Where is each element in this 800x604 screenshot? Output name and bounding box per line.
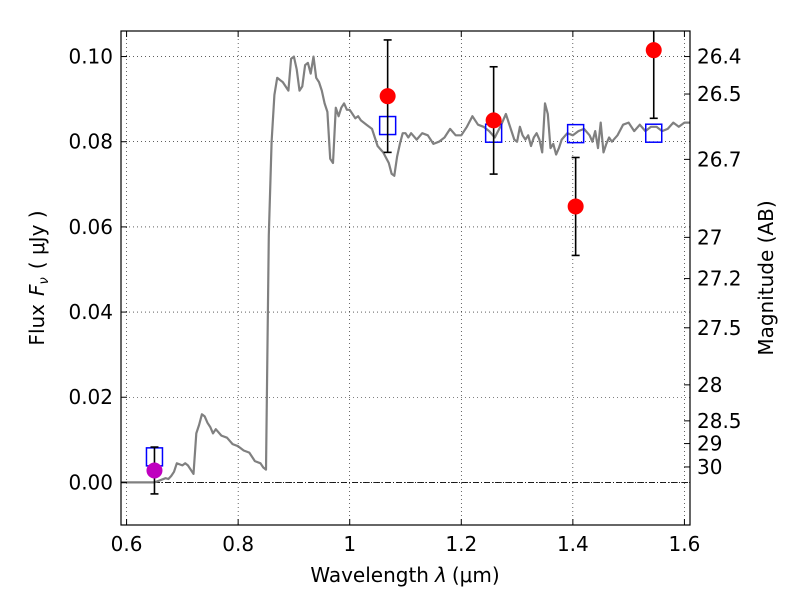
y-tick-label: 0.06 [68,215,113,239]
plot-frame [120,30,691,526]
observed-point [567,198,584,215]
y-axis-label: Flux Fν ( μJy ) [25,210,52,345]
y2-tick-label: 28 [697,373,722,397]
model-point [566,123,585,144]
y-tick-label: 0.04 [68,300,113,324]
x-axis-label-unit: (μm) [452,563,500,587]
spectrum-layer [121,55,690,484]
spectrum-line [121,55,690,484]
x-axis-label-symbol: λ [434,563,447,587]
y-axis-label-subscript: ν [37,277,52,284]
observed-point [645,42,662,59]
y2-axis-label: Magnitude (AB) [754,200,778,355]
x-tick-label: 0.8 [222,532,254,556]
y2-tick-label: 28.5 [697,409,742,433]
y-tick-label: 0.02 [68,385,113,409]
y-tick-label: 0.10 [68,45,113,69]
grid [121,31,690,525]
y-axis-label-prefix: Flux [25,304,49,346]
tick-layer: 0.6 0.8 1 1.2 1.4 1.6 0.00 0.02 0.04 0.06 0.08 0.10… [68,31,742,556]
y2-tick-label: 26.4 [697,45,742,69]
x-tick-label: 1.4 [557,532,589,556]
observed-photometry-layer [146,31,662,495]
y-tick-label: 0.00 [68,470,113,494]
x-tick-label: 0.6 [111,532,143,556]
y2-tick-label: 26.7 [697,147,742,171]
model-point [644,123,663,143]
y2-tick-label: 27.5 [697,316,742,340]
x-axis-label-prefix: Wavelength [310,563,429,587]
observed-point [146,462,163,479]
observed-point [379,88,396,105]
y2-tick-label: 29 [697,432,722,456]
x-tick-label: 1 [343,532,356,556]
x-tick-label: 1.2 [445,532,477,556]
plot-area [121,31,690,495]
y2-tick-label: 26.5 [697,82,742,106]
y2-tick-label: 27 [697,225,722,249]
x-axis-label: Wavelength λ (μm) [310,563,499,587]
observed-point [485,112,502,129]
x-tick-label: 1.6 [669,532,701,556]
y-tick-label: 0.08 [68,130,113,154]
y2-tick-label: 27.2 [697,267,742,291]
y-axis-label-symbol: F [25,284,49,296]
y-axis-label-unit: ( μJy ) [25,210,49,269]
y2-tick-label: 30 [697,455,722,479]
